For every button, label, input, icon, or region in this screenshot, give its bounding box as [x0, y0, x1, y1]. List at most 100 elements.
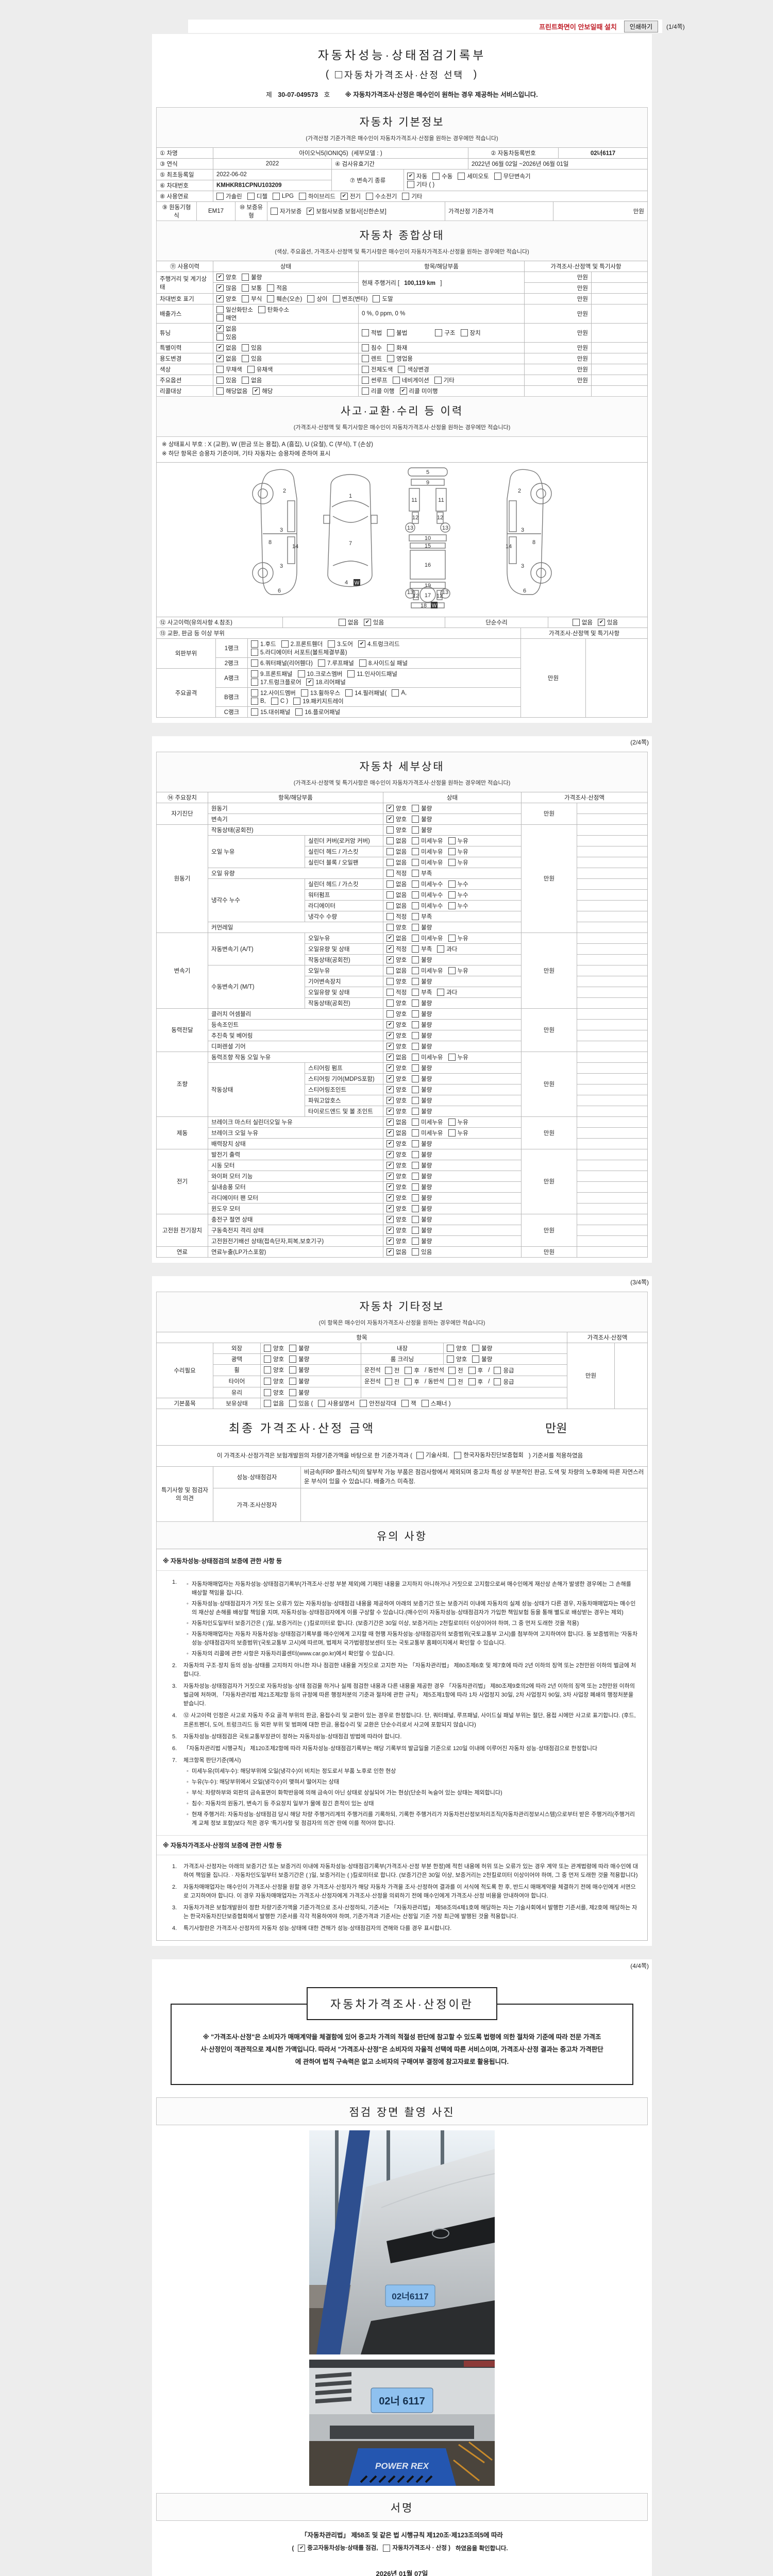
checkbox-unchecked[interactable]: 수동: [432, 172, 452, 180]
checkbox-unchecked[interactable]: 미세누유: [412, 848, 443, 856]
checkbox-checked[interactable]: ✔ 양호: [386, 1183, 407, 1191]
checkbox-unchecked[interactable]: 응급: [494, 1378, 514, 1386]
checkbox-checked[interactable]: ✔ 없음: [216, 344, 237, 352]
checkbox-unchecked[interactable]: 불량: [412, 1042, 432, 1050]
install-note[interactable]: 프린트화면이 안보일때 설치: [539, 23, 617, 31]
checkbox-unchecked[interactable]: C ): [271, 697, 288, 705]
checkbox-unchecked[interactable]: 하이브리드: [298, 192, 335, 200]
checkbox-unchecked[interactable]: 13.휠하우스: [300, 689, 340, 697]
checkbox-unchecked[interactable]: 누유: [448, 858, 468, 867]
checkbox-unchecked[interactable]: 미세누유: [412, 934, 443, 942]
checkbox-unchecked[interactable]: 있음: [242, 354, 262, 363]
checkbox-unchecked[interactable]: 보통: [242, 284, 262, 292]
checkbox-unchecked[interactable]: 양호: [447, 1355, 467, 1363]
checkbox-unchecked[interactable]: 적음: [267, 284, 288, 292]
checkbox-unchecked[interactable]: 자가보증: [271, 207, 301, 215]
checkbox-unchecked[interactable]: 미세누수: [412, 902, 443, 910]
checkbox-unchecked[interactable]: 미세누유: [412, 1118, 443, 1126]
checkbox-unchecked[interactable]: 불량: [412, 1010, 432, 1018]
checkbox-unchecked[interactable]: 누수: [448, 891, 468, 899]
checkbox-checked[interactable]: ✔ 양호: [386, 1042, 407, 1050]
checkbox-unchecked[interactable]: 기술사회,: [416, 1451, 449, 1461]
checkbox-checked[interactable]: ✔ 중고자동차성능·상태를 점검,: [298, 2543, 378, 2554]
checkbox-checked[interactable]: ✔ 양호: [386, 1107, 407, 1115]
checkbox-unchecked[interactable]: 불량: [472, 1344, 492, 1352]
checkbox-unchecked[interactable]: 없음: [242, 376, 262, 384]
checkbox-unchecked[interactable]: 영업용: [387, 354, 413, 363]
checkbox-unchecked[interactable]: 불량: [412, 1086, 432, 1094]
checkbox-unchecked[interactable]: 9.프론트패널: [251, 670, 293, 678]
checkbox-unchecked[interactable]: 양호: [264, 1377, 284, 1385]
checkbox-unchecked[interactable]: 미세누유: [412, 967, 443, 975]
checkbox-checked[interactable]: ✔ 양호: [386, 1161, 407, 1170]
checkbox-unchecked[interactable]: 불량: [412, 1215, 432, 1224]
checkbox-unchecked[interactable]: 부족: [412, 869, 432, 877]
checkbox-checked[interactable]: ✔ 적정: [386, 945, 407, 953]
checkbox-unchecked[interactable]: 양호: [386, 826, 407, 834]
checkbox-unchecked[interactable]: 양호: [264, 1344, 284, 1352]
checkbox-checked[interactable]: ✔ 양호: [216, 273, 237, 281]
checkbox-unchecked[interactable]: 불량: [289, 1366, 309, 1374]
checkbox-checked[interactable]: ✔ 없음: [386, 1248, 407, 1256]
checkbox-unchecked[interactable]: 전: [384, 1378, 399, 1386]
checkbox-unchecked[interactable]: 1.후드: [251, 640, 276, 648]
checkbox-checked[interactable]: ✔ 양호: [386, 1096, 407, 1105]
checkbox-unchecked[interactable]: 적정: [386, 869, 407, 877]
checkbox-unchecked[interactable]: 6.쿼터패널(리어휀다): [251, 659, 313, 667]
checkbox-unchecked[interactable]: 구조: [435, 329, 456, 337]
checkbox-checked[interactable]: ✔ 전기: [340, 192, 361, 200]
checkbox-unchecked[interactable]: 없음: [386, 848, 407, 856]
checkbox-unchecked[interactable]: 미세누수: [412, 880, 443, 888]
checkbox-unchecked[interactable]: 부족: [412, 988, 432, 996]
checkbox-unchecked[interactable]: 과다: [437, 988, 458, 996]
checkbox-unchecked[interactable]: 10.크로스멤버: [297, 670, 342, 678]
checkbox-unchecked[interactable]: 일산화탄소: [216, 306, 253, 314]
checkbox-unchecked[interactable]: 양호: [264, 1388, 284, 1397]
checkbox-unchecked[interactable]: LPG: [272, 193, 294, 200]
checkbox-unchecked[interactable]: 후: [468, 1366, 483, 1375]
checkbox-checked[interactable]: ✔ 없음: [216, 354, 237, 363]
checkbox-price-select[interactable]: 자동차가격조사·산정 선택: [334, 68, 464, 81]
checkbox-unchecked[interactable]: 없음: [264, 1399, 284, 1408]
checkbox-checked[interactable]: ✔ 많음: [216, 284, 237, 292]
checkbox-unchecked[interactable]: 있음: [216, 376, 237, 384]
checkbox-unchecked[interactable]: 응급: [494, 1366, 514, 1375]
checkbox-unchecked[interactable]: 후: [468, 1378, 483, 1386]
checkbox-checked[interactable]: ✔ 양호: [386, 1226, 407, 1234]
checkbox-checked[interactable]: ✔ 있음: [598, 618, 618, 626]
checkbox-unchecked[interactable]: 불량: [289, 1355, 309, 1363]
checkbox-unchecked[interactable]: 7.루프패널: [317, 659, 354, 667]
checkbox-unchecked[interactable]: 불량: [472, 1355, 492, 1363]
checkbox-checked[interactable]: ✔ 18.리어패널: [306, 678, 346, 686]
checkbox-unchecked[interactable]: 미세누유: [412, 1129, 443, 1137]
checkbox-unchecked[interactable]: 사용설명서: [318, 1399, 355, 1408]
checkbox-unchecked[interactable]: 있음: [412, 1248, 432, 1256]
checkbox-checked[interactable]: ✔ 자동: [407, 172, 427, 180]
checkbox-unchecked[interactable]: 적정: [386, 988, 407, 996]
checkbox-unchecked[interactable]: 불량: [412, 1064, 432, 1072]
checkbox-unchecked[interactable]: 과다: [437, 945, 458, 953]
checkbox-unchecked[interactable]: 불량: [412, 1096, 432, 1105]
checkbox-unchecked[interactable]: 기타: [434, 376, 455, 384]
checkbox-unchecked[interactable]: 불량: [412, 1205, 432, 1213]
checkbox-unchecked[interactable]: 양호: [386, 999, 407, 1007]
checkbox-unchecked[interactable]: 렌트: [362, 354, 382, 363]
checkbox-unchecked[interactable]: 미세누유: [412, 837, 443, 845]
checkbox-unchecked[interactable]: 불량: [412, 977, 432, 986]
checkbox-unchecked[interactable]: 양호: [386, 1010, 407, 1018]
checkbox-unchecked[interactable]: 미세누수: [412, 891, 443, 899]
checkbox-unchecked[interactable]: 3.도어: [328, 640, 353, 648]
checkbox-checked[interactable]: ✔ 양호: [386, 956, 407, 964]
checkbox-unchecked[interactable]: 불량: [412, 815, 432, 823]
checkbox-unchecked[interactable]: 19.패키지트레이: [293, 697, 344, 705]
checkbox-unchecked[interactable]: 불량: [412, 1107, 432, 1115]
checkbox-unchecked[interactable]: 색상변경: [398, 365, 429, 374]
checkbox-unchecked[interactable]: 불량: [412, 1172, 432, 1180]
checkbox-checked[interactable]: ✔ 양호: [386, 804, 407, 812]
checkbox-unchecked[interactable]: 불량: [412, 923, 432, 931]
checkbox-checked[interactable]: ✔ 없음: [216, 325, 237, 333]
checkbox-unchecked[interactable]: 불량: [289, 1377, 309, 1385]
checkbox-unchecked[interactable]: 누유: [448, 934, 468, 942]
checkbox-unchecked[interactable]: 전: [448, 1366, 463, 1375]
checkbox-unchecked[interactable]: 양호: [264, 1366, 284, 1374]
